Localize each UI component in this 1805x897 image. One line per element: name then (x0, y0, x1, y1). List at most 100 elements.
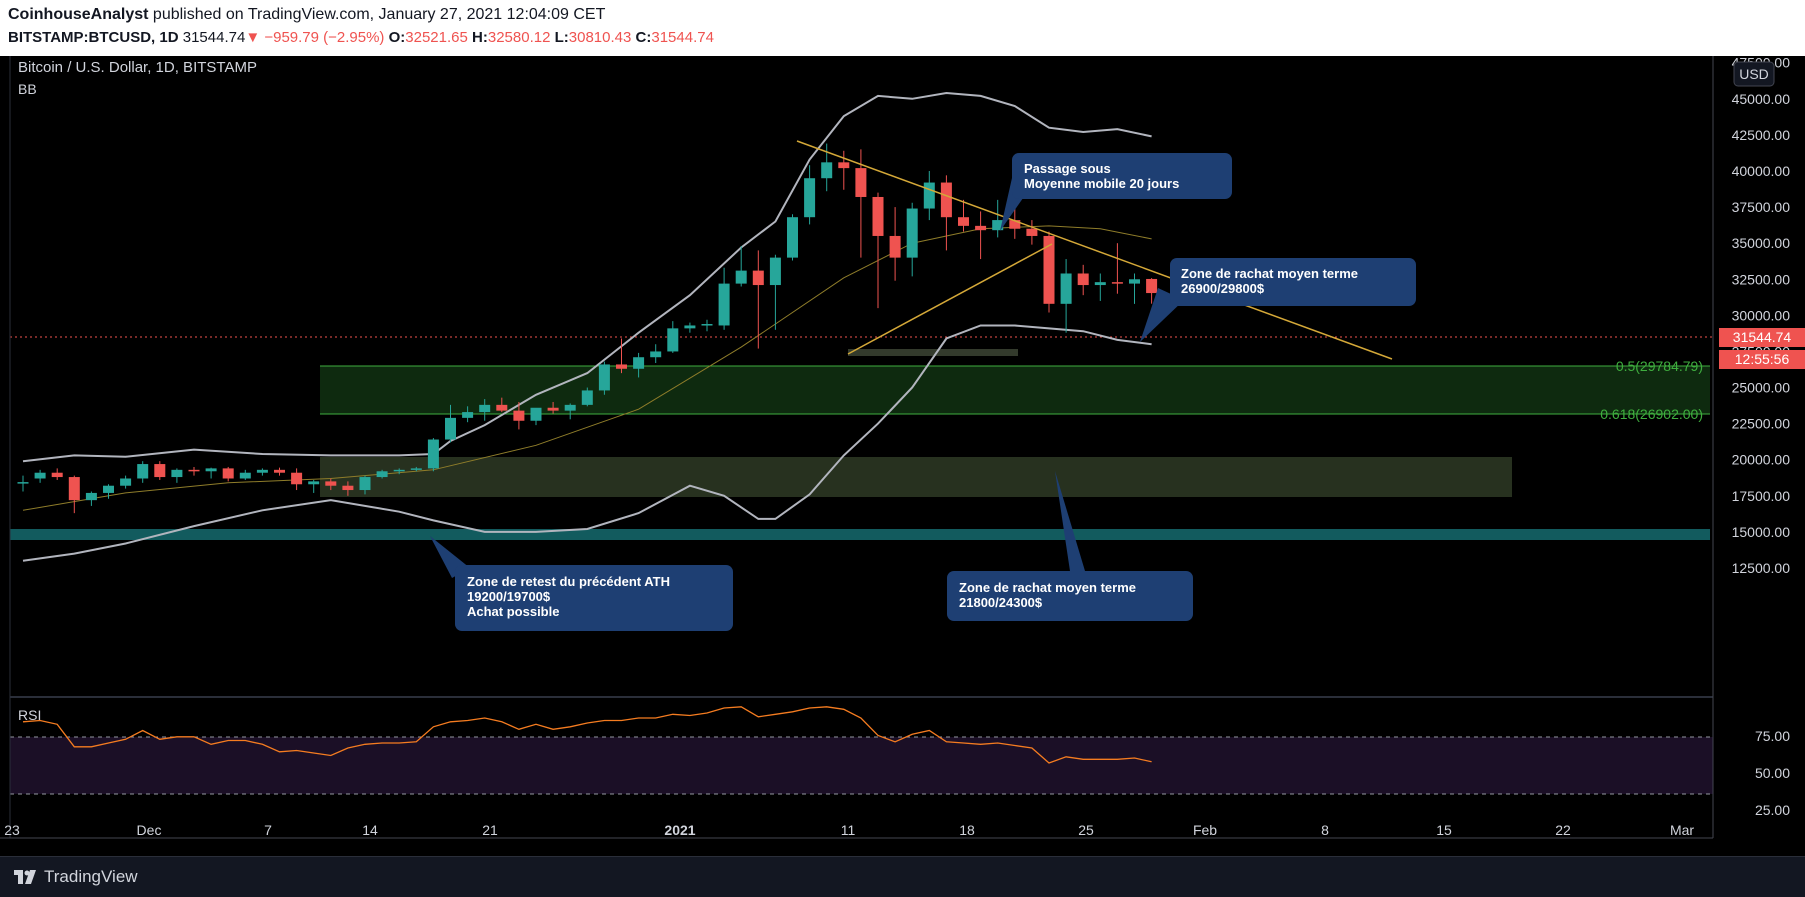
time-tick-label: 2021 (664, 822, 695, 838)
high-value: 32580.12 (487, 29, 551, 46)
price-tick-label: 22500.00 (1732, 416, 1791, 432)
time-tick-label: Dec (137, 822, 162, 838)
price-tick-label: 45000.00 (1732, 91, 1791, 107)
candle (598, 361, 610, 395)
chart-background (0, 56, 1805, 856)
candle (120, 475, 132, 489)
candle (325, 478, 337, 491)
candle (154, 461, 166, 480)
candle (547, 401, 559, 414)
price-tick-label: 42500.00 (1732, 127, 1791, 143)
candle (752, 250, 764, 349)
candle (940, 175, 952, 251)
price-axis-ticks: 47500.0045000.0042500.0040000.0037500.00… (1732, 55, 1791, 576)
callout-text: 19200/19700$ (467, 589, 551, 604)
tradingview-name: TradingView (44, 867, 138, 886)
callout-zone-rachat-1: Zone de rachat moyen terme 26900/29800$ (1140, 258, 1416, 342)
chart-title: Bitcoin / U.S. Dollar, 1D, BITSTAMP (18, 59, 257, 76)
callout-text: Zone de retest du précédent ATH (467, 574, 670, 589)
rsi-tick-label: 75.00 (1755, 728, 1790, 744)
currency-button[interactable] (1733, 61, 1775, 87)
candle (1094, 273, 1106, 301)
published-text: published on TradingView.com, January 27… (152, 6, 606, 23)
candle (1111, 243, 1123, 294)
countdown-badge (1719, 350, 1805, 369)
time-tick-label: 23 (4, 822, 20, 838)
candle (1146, 278, 1158, 304)
price-tick-label: 15000.00 (1732, 524, 1791, 540)
callout-text: 26900/29800$ (1181, 281, 1265, 296)
low-label: L: (554, 29, 569, 46)
down-arrow-icon: ▼ (245, 29, 261, 46)
publish-line: CoinhouseAnalyst published on TradingVie… (8, 6, 605, 24)
callout-ath-retest: Zone de retest du précédent ATH 19200/19… (430, 536, 733, 631)
last-price: 31544.74 (182, 29, 246, 46)
candle (855, 149, 867, 258)
candle (992, 199, 1004, 238)
time-tick-label: 22 (1555, 822, 1571, 838)
candle (256, 468, 268, 476)
rsi-label: RSI (18, 707, 41, 723)
countdown-badge-text: 12:55:56 (1735, 351, 1790, 367)
bollinger-bands (22, 91, 1152, 562)
price-tick-label: 37500.00 (1732, 199, 1791, 215)
fib-05-label: 0.5(29784.79) (1616, 358, 1703, 374)
candle (51, 468, 63, 480)
candle (787, 214, 798, 261)
author-name[interactable]: CoinhouseAnalyst (8, 6, 149, 23)
candle (564, 403, 576, 420)
price-chart[interactable]: 0.5(29784.79) 0.618(26902.00) Bitcoin / … (0, 55, 1805, 856)
candle (103, 484, 114, 499)
candle (462, 406, 474, 423)
tradingview-logo[interactable]: TradingView (14, 867, 138, 887)
candle (205, 467, 217, 479)
bb-lower-line (22, 324, 1152, 562)
candle (684, 322, 696, 333)
candle (735, 246, 747, 287)
candle (513, 401, 525, 430)
bb-middle-line (22, 225, 1152, 511)
rsi-tick-label: 25.00 (1755, 802, 1790, 818)
indicator-label: BB (18, 81, 37, 97)
candle (239, 469, 251, 480)
candle (342, 481, 354, 496)
time-tick-label: Feb (1193, 822, 1217, 838)
symbol-line: BITSTAMP:BTCUSD, 1D 31544.74▼ −959.79 (−… (8, 29, 714, 46)
candle (17, 475, 29, 492)
high-label: H: (472, 29, 488, 46)
candle (906, 202, 918, 277)
time-tick-label: 21 (482, 822, 498, 838)
candle (359, 475, 371, 495)
price-tick-label: 20000.00 (1732, 452, 1791, 468)
callout-zone-rachat-2: Zone de rachat moyen terme 21800/24300$ (947, 471, 1193, 621)
ath-retest-zone (10, 529, 1710, 540)
candle (496, 397, 508, 413)
time-tick-label: 7 (264, 822, 272, 838)
candle (85, 491, 97, 506)
candle (701, 319, 713, 332)
time-tick-label: 14 (362, 822, 378, 838)
callout-text: Moyenne mobile 20 jours (1024, 176, 1179, 191)
candle (958, 199, 969, 232)
price-tick-label: 40000.00 (1732, 163, 1791, 179)
candle (616, 338, 627, 374)
candle (376, 469, 388, 479)
buy-zone-fib (320, 366, 1710, 414)
rsi-axis-ticks: 75.00 50.00 25.00 (1755, 728, 1790, 818)
price-change: −959.79 (−2.95%) (264, 29, 385, 46)
candle (718, 267, 730, 330)
callout-text: Passage sous (1024, 161, 1111, 176)
time-tick-label: 8 (1321, 822, 1329, 838)
fib-0618-label: 0.618(26902.00) (1600, 406, 1703, 422)
candle (650, 344, 662, 364)
open-label: O: (388, 29, 406, 46)
price-axis[interactable] (1713, 56, 1805, 856)
support-zone (848, 349, 1018, 356)
candle (222, 466, 234, 482)
callout-text: 21800/24300$ (959, 595, 1043, 610)
footer: TradingView (0, 856, 1805, 897)
close-label: C: (635, 29, 652, 46)
price-badge (1719, 328, 1805, 347)
chart-area[interactable]: 0.5(29784.79) 0.618(26902.00) Bitcoin / … (0, 55, 1805, 856)
candle (445, 404, 456, 443)
